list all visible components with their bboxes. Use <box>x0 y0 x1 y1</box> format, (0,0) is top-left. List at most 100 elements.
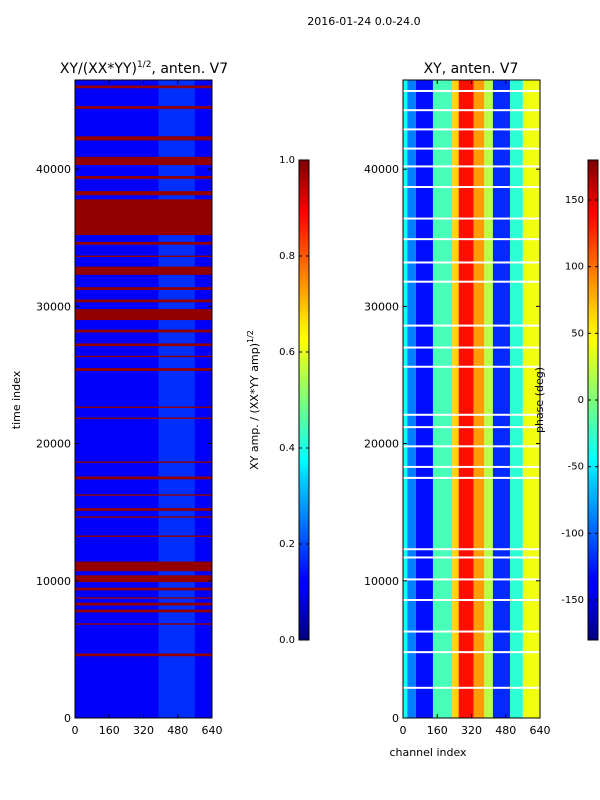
phase-channel-band <box>432 80 453 718</box>
amplitude-saturated-band <box>75 653 212 657</box>
phase-gap-row <box>403 186 540 189</box>
phase-gap-row <box>403 128 540 131</box>
amplitude-bright-channels <box>158 80 195 718</box>
amplitude-saturated-band <box>75 191 212 196</box>
amplitude-colorbar-tick-label: 1.0 <box>279 155 295 166</box>
amplitude-saturated-band <box>75 575 212 583</box>
amplitude-y-ticks: 0 10000 20000 30000 40000 <box>36 163 212 725</box>
amplitude-saturated-band <box>75 329 212 333</box>
amplitude-title: XY/(XX*YY)1/2, anten. V7 <box>60 60 228 77</box>
amplitude-saturated-band <box>75 85 212 89</box>
amplitude-saturated-band <box>75 309 212 321</box>
amplitude-saturated-band <box>75 287 212 290</box>
phase-gap-row <box>403 686 540 689</box>
amplitude-colorbar-ticks: 0.0 0.2 0.4 0.6 0.8 1.0 <box>279 155 309 646</box>
amplitude-x-tick-label: 640 <box>202 724 223 737</box>
amplitude-y-tick-label: 0 <box>64 712 71 725</box>
phase-gap-row <box>403 89 540 92</box>
amplitude-x-tick-label: 320 <box>133 724 154 737</box>
amplitude-saturated-band <box>75 602 212 606</box>
amplitude-saturated-band <box>75 417 212 419</box>
phase-y-ticks: 0 10000 20000 30000 40000 <box>364 163 540 725</box>
phase-gap-row <box>403 599 540 602</box>
phase-gap-row <box>403 445 540 448</box>
phase-gap-row <box>403 238 540 241</box>
phase-channel-band <box>510 80 523 718</box>
amplitude-saturated-band <box>75 406 212 408</box>
amplitude-saturated-band <box>75 494 212 496</box>
phase-gap-row <box>403 651 540 654</box>
phase-colorbar-tick-label: -100 <box>561 528 584 539</box>
phase-gap-row <box>403 556 540 559</box>
amplitude-y-tick-label: 10000 <box>36 575 71 588</box>
amplitude-saturated-band <box>75 561 212 572</box>
phase-colorbar-tick-label: 0 <box>578 395 584 406</box>
amplitude-saturated-band <box>75 609 212 613</box>
amplitude-saturated-band <box>75 597 212 599</box>
phase-gap-row <box>403 147 540 150</box>
phase-gap-row <box>403 280 540 283</box>
phase-gap-row <box>403 548 540 551</box>
amplitude-saturated-band <box>75 343 212 347</box>
amplitude-saturated-band <box>75 535 212 537</box>
amplitude-saturated-band <box>75 355 212 358</box>
phase-y-tick-label: 0 <box>392 712 399 725</box>
amplitude-y-tick-label: 40000 <box>36 163 71 176</box>
amplitude-colorbar-label: XY amp. / (XX*YY amp)1/2 <box>246 330 261 470</box>
amplitude-saturated-band <box>75 299 212 303</box>
amplitude-saturated-band <box>75 266 212 275</box>
amplitude-x-tick-label: 160 <box>99 724 120 737</box>
figure-suptitle: 2016-01-24 0.0-24.0 <box>307 15 420 28</box>
phase-x-ticks: 0 160 320 480 640 <box>400 80 551 737</box>
phase-panel: XY, anten. V7 0 160 320 480 640 0 10000 20000 3… <box>364 61 551 759</box>
amplitude-colorbar-tick-label: 0.8 <box>279 251 295 262</box>
amplitude-saturated-band <box>75 255 212 257</box>
amplitude-saturated-band <box>75 368 212 371</box>
phase-colorbar-ticks: -150 -100 -50 0 50 100 150 <box>561 195 598 606</box>
amplitude-saturated-band <box>75 623 212 625</box>
amplitude-saturated-band <box>75 106 212 109</box>
amplitude-saturated-band <box>75 241 212 245</box>
phase-channel-band <box>415 80 433 718</box>
phase-channel-band <box>484 80 493 718</box>
amplitude-saturated-band <box>75 516 212 518</box>
phase-y-tick-label: 10000 <box>364 575 399 588</box>
amplitude-x-tick-label: 0 <box>72 724 79 737</box>
phase-colorbar: -150 -100 -50 0 50 100 150 phase (deg) <box>533 159 599 641</box>
phase-colorbar-tick-label: -150 <box>561 595 584 606</box>
phase-channel-band <box>403 80 408 718</box>
amplitude-colorbar-gradient <box>298 159 310 641</box>
phase-gap-row <box>403 426 540 429</box>
phase-channel-band <box>407 80 416 718</box>
amplitude-colorbar-tick-label: 0.6 <box>279 347 295 358</box>
amplitude-saturated-band <box>75 176 212 179</box>
phase-x-tick-label: 480 <box>495 724 516 737</box>
amplitude-heatmap <box>75 80 212 718</box>
phase-gap-row <box>403 365 540 368</box>
phase-title: XY, anten. V7 <box>424 61 519 77</box>
amplitude-colorbar-tick-label: 0.2 <box>279 539 295 550</box>
amplitude-saturated-band <box>75 587 212 591</box>
amplitude-saturated-band <box>75 476 212 480</box>
phase-channel-band <box>458 80 474 718</box>
amplitude-x-ticks: 0 160 320 480 640 <box>72 80 223 737</box>
phase-y-tick-label: 20000 <box>364 438 399 451</box>
phase-gap-row <box>403 109 540 112</box>
phase-channel-band <box>492 80 511 718</box>
phase-colorbar-tick-label: 100 <box>565 262 584 273</box>
phase-channel-band <box>452 80 459 718</box>
phase-gap-row <box>403 413 540 416</box>
phase-gap-row <box>403 261 540 264</box>
phase-gap-row <box>403 630 540 633</box>
amplitude-x-tick-label: 480 <box>167 724 188 737</box>
phase-gap-row <box>403 578 540 581</box>
phase-colorbar-tick-label: -50 <box>568 462 584 473</box>
amplitude-panel: XY/(XX*YY)1/2, anten. V7 0 160 320 480 640 0… <box>10 60 228 737</box>
phase-gap-row <box>403 324 540 327</box>
phase-gap-row <box>403 217 540 220</box>
amplitude-y-axis-label: time index <box>10 370 23 429</box>
phase-gap-row <box>403 476 540 479</box>
amplitude-y-tick-label: 20000 <box>36 438 71 451</box>
phase-y-tick-label: 30000 <box>364 300 399 313</box>
